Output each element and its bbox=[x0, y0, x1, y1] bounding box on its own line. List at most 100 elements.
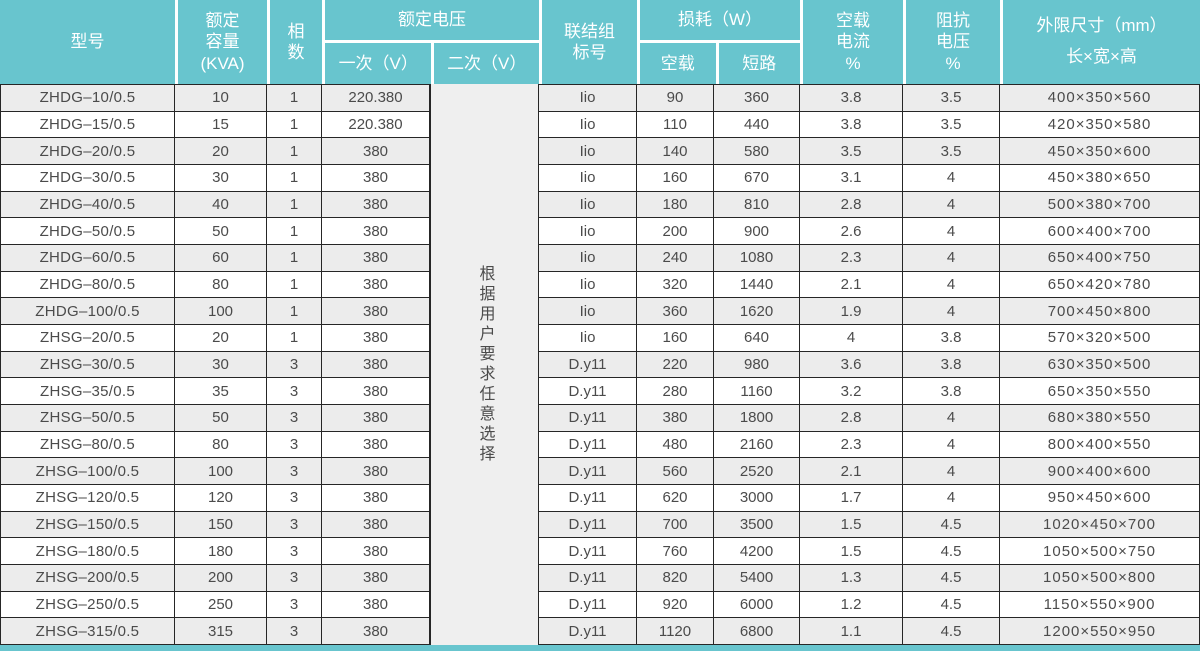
cell-no-load-current: 2.3 bbox=[800, 431, 903, 459]
cell-group: D.y11 bbox=[539, 591, 637, 619]
cell-model: ZHSG–315/0.5 bbox=[0, 618, 175, 646]
cell-capacity: 120 bbox=[175, 485, 267, 512]
cell-no-load-current: 2.1 bbox=[800, 271, 903, 299]
cell-dimensions: 400×350×560 bbox=[1000, 85, 1200, 112]
cell-dimensions: 650×420×780 bbox=[1000, 271, 1200, 299]
table-row: ZHDG–50/0.5 50 1 380 Iio 200 900 2.6 4 600×400×70… bbox=[0, 218, 1200, 246]
cell-short-circuit: 3000 bbox=[714, 485, 800, 512]
cell-primary: 380 bbox=[322, 378, 430, 406]
cell-phase: 3 bbox=[267, 485, 322, 512]
table-row: ZHSG–250/0.5 250 3 380 D.y11 920 6000 1.2 4.5 115… bbox=[0, 591, 1200, 619]
cell-dimensions: 500×380×700 bbox=[1000, 191, 1200, 219]
cell-short-circuit: 6000 bbox=[714, 591, 800, 619]
cell-capacity: 15 bbox=[175, 111, 267, 139]
cell-no-load-current: 2.8 bbox=[800, 405, 903, 432]
header-model: 型号 bbox=[70, 32, 105, 52]
cell-group: Iio bbox=[539, 325, 637, 352]
cell-group: D.y11 bbox=[539, 351, 637, 379]
cell-primary: 380 bbox=[322, 351, 430, 379]
cell-phase: 3 bbox=[267, 405, 322, 432]
cell-short-circuit: 4200 bbox=[714, 538, 800, 566]
cell-no-load: 760 bbox=[637, 538, 714, 566]
cell-short-circuit: 6800 bbox=[714, 618, 800, 646]
table-row: ZHSG–100/0.5 100 3 380 D.y11 560 2520 2.1 4 900×4… bbox=[0, 458, 1200, 486]
cell-model: ZHDG–30/0.5 bbox=[0, 165, 175, 192]
cell-no-load: 140 bbox=[637, 138, 714, 166]
cell-short-circuit: 640 bbox=[714, 325, 800, 352]
cell-group: Iio bbox=[539, 271, 637, 299]
cell-phase: 3 bbox=[267, 458, 322, 486]
cell-impedance: 4 bbox=[903, 431, 1000, 459]
cell-capacity: 100 bbox=[175, 458, 267, 486]
table-row: ZHSG–20/0.5 20 1 380 Iio 160 640 4 3.8 570×320×50… bbox=[0, 325, 1200, 352]
cell-no-load-current: 2.8 bbox=[800, 191, 903, 219]
cell-primary: 380 bbox=[322, 271, 430, 299]
cell-short-circuit: 900 bbox=[714, 218, 800, 246]
header-rated-voltage-group: 额定电压 一次（V） 二次（V） bbox=[322, 0, 539, 84]
cell-short-circuit: 980 bbox=[714, 351, 800, 379]
cell-no-load-current: 3.5 bbox=[800, 138, 903, 166]
cell-capacity: 50 bbox=[175, 405, 267, 432]
cell-primary: 220.380 bbox=[322, 85, 430, 112]
cell-no-load-current: 2.3 bbox=[800, 245, 903, 272]
cell-dimensions: 680×380×550 bbox=[1000, 405, 1200, 432]
cell-short-circuit: 1160 bbox=[714, 378, 800, 406]
cell-group: D.y11 bbox=[539, 618, 637, 646]
cell-no-load-current: 2.6 bbox=[800, 218, 903, 246]
cell-model: ZHSG–80/0.5 bbox=[0, 431, 175, 459]
cell-group: D.y11 bbox=[539, 565, 637, 592]
table-body: ZHDG–10/0.5 10 1 220.380 Iio 90 360 3.8 3.5 400×3… bbox=[0, 84, 1200, 646]
cell-primary: 380 bbox=[322, 245, 430, 272]
cell-dimensions: 650×350×550 bbox=[1000, 378, 1200, 406]
cell-short-circuit: 810 bbox=[714, 191, 800, 219]
cell-model: ZHSG–20/0.5 bbox=[0, 325, 175, 352]
cell-capacity: 20 bbox=[175, 325, 267, 352]
cell-no-load: 360 bbox=[637, 298, 714, 326]
cell-short-circuit: 1440 bbox=[714, 271, 800, 299]
table-row: ZHSG–180/0.5 180 3 380 D.y11 760 4200 1.5 4.5 105… bbox=[0, 538, 1200, 566]
cell-group: Iio bbox=[539, 165, 637, 192]
cell-short-circuit: 2520 bbox=[714, 458, 800, 486]
cell-no-load-current: 3.2 bbox=[800, 378, 903, 406]
cell-no-load: 160 bbox=[637, 165, 714, 192]
cell-impedance: 3.8 bbox=[903, 351, 1000, 379]
cell-group: D.y11 bbox=[539, 485, 637, 512]
cell-primary: 380 bbox=[322, 485, 430, 512]
cell-model: ZHSG–150/0.5 bbox=[0, 511, 175, 539]
cell-capacity: 50 bbox=[175, 218, 267, 246]
cell-primary: 380 bbox=[322, 165, 430, 192]
cell-no-load: 220 bbox=[637, 351, 714, 379]
cell-capacity: 250 bbox=[175, 591, 267, 619]
cell-model: ZHSG–200/0.5 bbox=[0, 565, 175, 592]
cell-no-load-current: 1.2 bbox=[800, 591, 903, 619]
cell-group: D.y11 bbox=[539, 431, 637, 459]
cell-primary: 380 bbox=[322, 431, 430, 459]
cell-primary: 380 bbox=[322, 405, 430, 432]
cell-no-load: 700 bbox=[637, 511, 714, 539]
cell-impedance: 4.5 bbox=[903, 591, 1000, 619]
header-short-circuit-loss: 短路 bbox=[715, 43, 800, 84]
cell-model: ZHDG–60/0.5 bbox=[0, 245, 175, 272]
cell-impedance: 4.5 bbox=[903, 618, 1000, 646]
cell-impedance: 4 bbox=[903, 298, 1000, 326]
cell-no-load-current: 3.8 bbox=[800, 111, 903, 139]
cell-dimensions: 700×450×800 bbox=[1000, 298, 1200, 326]
cell-dimensions: 600×400×700 bbox=[1000, 218, 1200, 246]
table-row: ZHDG–10/0.5 10 1 220.380 Iio 90 360 3.8 3.5 400×3… bbox=[0, 85, 1200, 112]
cell-no-load: 920 bbox=[637, 591, 714, 619]
header-impedance-voltage: 阻抗 电压 % bbox=[903, 0, 1000, 84]
cell-impedance: 4 bbox=[903, 218, 1000, 246]
cell-capacity: 315 bbox=[175, 618, 267, 646]
table-row: ZHDG–15/0.5 15 1 220.380 Iio 110 440 3.8 3.5 420×… bbox=[0, 111, 1200, 139]
cell-short-circuit: 1620 bbox=[714, 298, 800, 326]
cell-primary: 380 bbox=[322, 138, 430, 166]
cell-model: ZHDG–15/0.5 bbox=[0, 111, 175, 139]
cell-capacity: 35 bbox=[175, 378, 267, 406]
header-no-load-loss: 空载 bbox=[660, 53, 695, 73]
cell-phase: 1 bbox=[267, 165, 322, 192]
cell-group: D.y11 bbox=[539, 511, 637, 539]
header-dimensions: 外限尺寸（mm） 长×宽×高 bbox=[1000, 0, 1200, 84]
cell-group: D.y11 bbox=[539, 405, 637, 432]
cell-no-load-current: 2.1 bbox=[800, 458, 903, 486]
